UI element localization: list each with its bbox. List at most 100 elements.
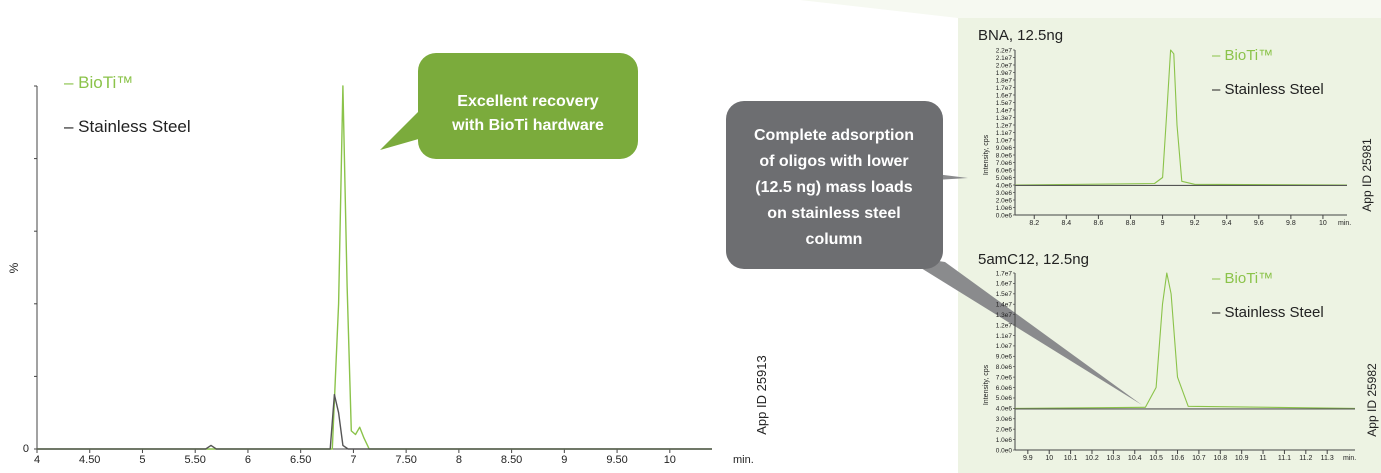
- y-tick-label: 5.0e6: [996, 175, 1013, 182]
- y-tick-label: 0.0e0: [996, 447, 1013, 454]
- y-tick-label: 1.0e6: [996, 437, 1013, 444]
- x-tick-label: 8.2: [1029, 220, 1039, 227]
- bna-chromatogram-chart: 8.2 8.4 8.6 8.8 9 9.2 9.4 9.6 9.8 10 min.0.0e61.0e…: [978, 27, 1374, 227]
- y-tick-label: 6.0e6: [996, 167, 1013, 174]
- x-unit-label: min.: [1343, 455, 1356, 462]
- x-tick-label: 9.4: [1222, 220, 1232, 227]
- y-tick-label: 1.7e7: [996, 270, 1013, 277]
- legend-stainless-steel: – Stainless Steel: [64, 117, 191, 136]
- x-tick-label: 10.9: [1235, 455, 1249, 462]
- x-tick-label: 6.50: [290, 454, 311, 466]
- legend-bioti: – BioTi™: [1212, 47, 1273, 64]
- chart-title: BNA, 12.5ng: [978, 27, 1063, 44]
- green-callout-line-2: with BioTi hardware: [451, 117, 604, 134]
- x-tick-label: 5.50: [184, 454, 205, 466]
- chart-title: 5amC12, 12.5ng: [978, 251, 1089, 268]
- gray-callout-line-2: of oligos with lower: [759, 153, 908, 170]
- series-line-bioti: [1014, 272, 1356, 409]
- y-tick-label: 5.0e6: [996, 395, 1013, 402]
- gray-callout-line-3: (12.5 ng) mass loads: [755, 179, 912, 196]
- legend-bioti: – BioTi™: [1212, 270, 1273, 287]
- x-tick-label: 10.6: [1171, 455, 1185, 462]
- x-tick-label: 9.9: [1023, 455, 1033, 462]
- x-tick-label: 10: [1319, 220, 1327, 227]
- x-unit-label: min.: [733, 454, 754, 466]
- x-tick-label: 9.2: [1190, 220, 1200, 227]
- x-unit-label: min.: [1338, 220, 1351, 227]
- y-tick-label: 9.0e6: [996, 145, 1013, 152]
- x-tick-label: 8.4: [1061, 220, 1071, 227]
- x-tick-label: 10.1: [1064, 455, 1078, 462]
- x-tick-label: 10.8: [1213, 455, 1227, 462]
- y-tick-label: 1.6e7: [996, 281, 1013, 288]
- x-tick-label: 10.5: [1149, 455, 1163, 462]
- x-tick-label: 8.8: [1126, 220, 1136, 227]
- 5amc12-chromatogram-chart: 9.9 10 10.1 10.2 10.3 10.4 10.5 10.6 10.7 10.8 10.…: [978, 251, 1379, 462]
- y-tick-label: 1.1e7: [996, 130, 1013, 137]
- x-tick-label: 11: [1259, 455, 1266, 462]
- y-tick-label: 7.0e6: [996, 160, 1013, 167]
- x-tick-label: 10.3: [1107, 455, 1121, 462]
- right-panel-header-shade: [800, 0, 1381, 18]
- y-tick-label: 2.1e7: [996, 55, 1013, 62]
- green-callout-line-1: Excellent recovery: [457, 93, 599, 110]
- app-id-label: App ID 25982: [1365, 363, 1379, 437]
- y-tick-label: 2.2e7: [996, 47, 1013, 54]
- y-tick-label: 6.0e6: [996, 385, 1013, 392]
- y-tick-label: 2.0e6: [996, 426, 1013, 433]
- x-tick-label: 7.50: [395, 454, 416, 466]
- y-tick-label: 9.0e6: [996, 354, 1013, 361]
- y-tick-label: 8.0e6: [996, 364, 1013, 371]
- x-tick-label: 11.1: [1278, 455, 1291, 462]
- y-tick-label: 1.5e7: [996, 291, 1013, 298]
- x-tick-label: 11.3: [1321, 455, 1334, 462]
- y-tick-label: 1.4e7: [996, 107, 1013, 114]
- y-tick-label: 2.0e7: [996, 62, 1013, 69]
- app-id-label: App ID 25913: [754, 355, 769, 435]
- x-tick-label: 8: [456, 454, 462, 466]
- legend-stainless-steel: – Stainless Steel: [1212, 81, 1324, 98]
- y-axis-label: %: [7, 262, 21, 273]
- green-callout: Excellent recovery with BioTi hardware: [380, 53, 638, 159]
- x-tick-label: 10.2: [1085, 455, 1099, 462]
- gray-callout: Complete adsorption of oligos with lower…: [726, 101, 943, 269]
- gray-callout-line-5: column: [806, 231, 863, 248]
- y-tick-label: 3.0e6: [996, 416, 1013, 423]
- x-tick-label: 4: [34, 454, 40, 466]
- x-tick-label: 9.50: [606, 454, 627, 466]
- green-callout-box: [418, 53, 638, 159]
- y-axis-label: Intensity, cps: [983, 134, 990, 175]
- y-tick-label: 1.9e7: [996, 70, 1013, 77]
- y-tick-label: 1.0e7: [996, 137, 1013, 144]
- x-tick-label: 9.6: [1254, 220, 1264, 227]
- right-panel-background: [958, 16, 1381, 473]
- app-id-label: App ID 25981: [1360, 138, 1374, 212]
- gray-callout-line-1: Complete adsorption: [754, 127, 914, 144]
- y-tick-label: 1.2e7: [996, 122, 1013, 129]
- x-tick-label: 6: [245, 454, 251, 466]
- y-tick-label: 1.8e7: [996, 77, 1013, 84]
- x-tick-label: 9: [561, 454, 567, 466]
- y-tick-label: 4.0e6: [996, 406, 1013, 413]
- x-tick-label: 10.4: [1128, 455, 1142, 462]
- y-tick-label: 1.6e7: [996, 92, 1013, 99]
- x-tick-label: 9.8: [1286, 220, 1296, 227]
- y-tick-label: 4.0e6: [996, 182, 1013, 189]
- y-tick-label: 1.4e7: [996, 302, 1013, 309]
- gray-callout-box: [726, 101, 943, 269]
- y-tick-label: 8.0e6: [996, 152, 1013, 159]
- x-tick-label: 7: [350, 454, 356, 466]
- x-tick-label: 4.50: [79, 454, 100, 466]
- gray-callout-line-4: on stainless steel: [767, 205, 900, 222]
- y-tick-label: 1.3e7: [996, 312, 1013, 319]
- legend-bioti: – BioTi™: [64, 73, 133, 92]
- legend-stainless-steel: – Stainless Steel: [1212, 304, 1324, 321]
- x-tick-label: 10: [1045, 455, 1053, 462]
- x-tick-label: 11.2: [1299, 455, 1312, 462]
- series-line-bioti: [1014, 49, 1348, 186]
- y-tick-label: 1.0e6: [996, 205, 1013, 212]
- y-tick-label: 2.0e6: [996, 197, 1013, 204]
- series-line-stainless-steel: [37, 393, 712, 450]
- series-line-bioti: [37, 85, 712, 450]
